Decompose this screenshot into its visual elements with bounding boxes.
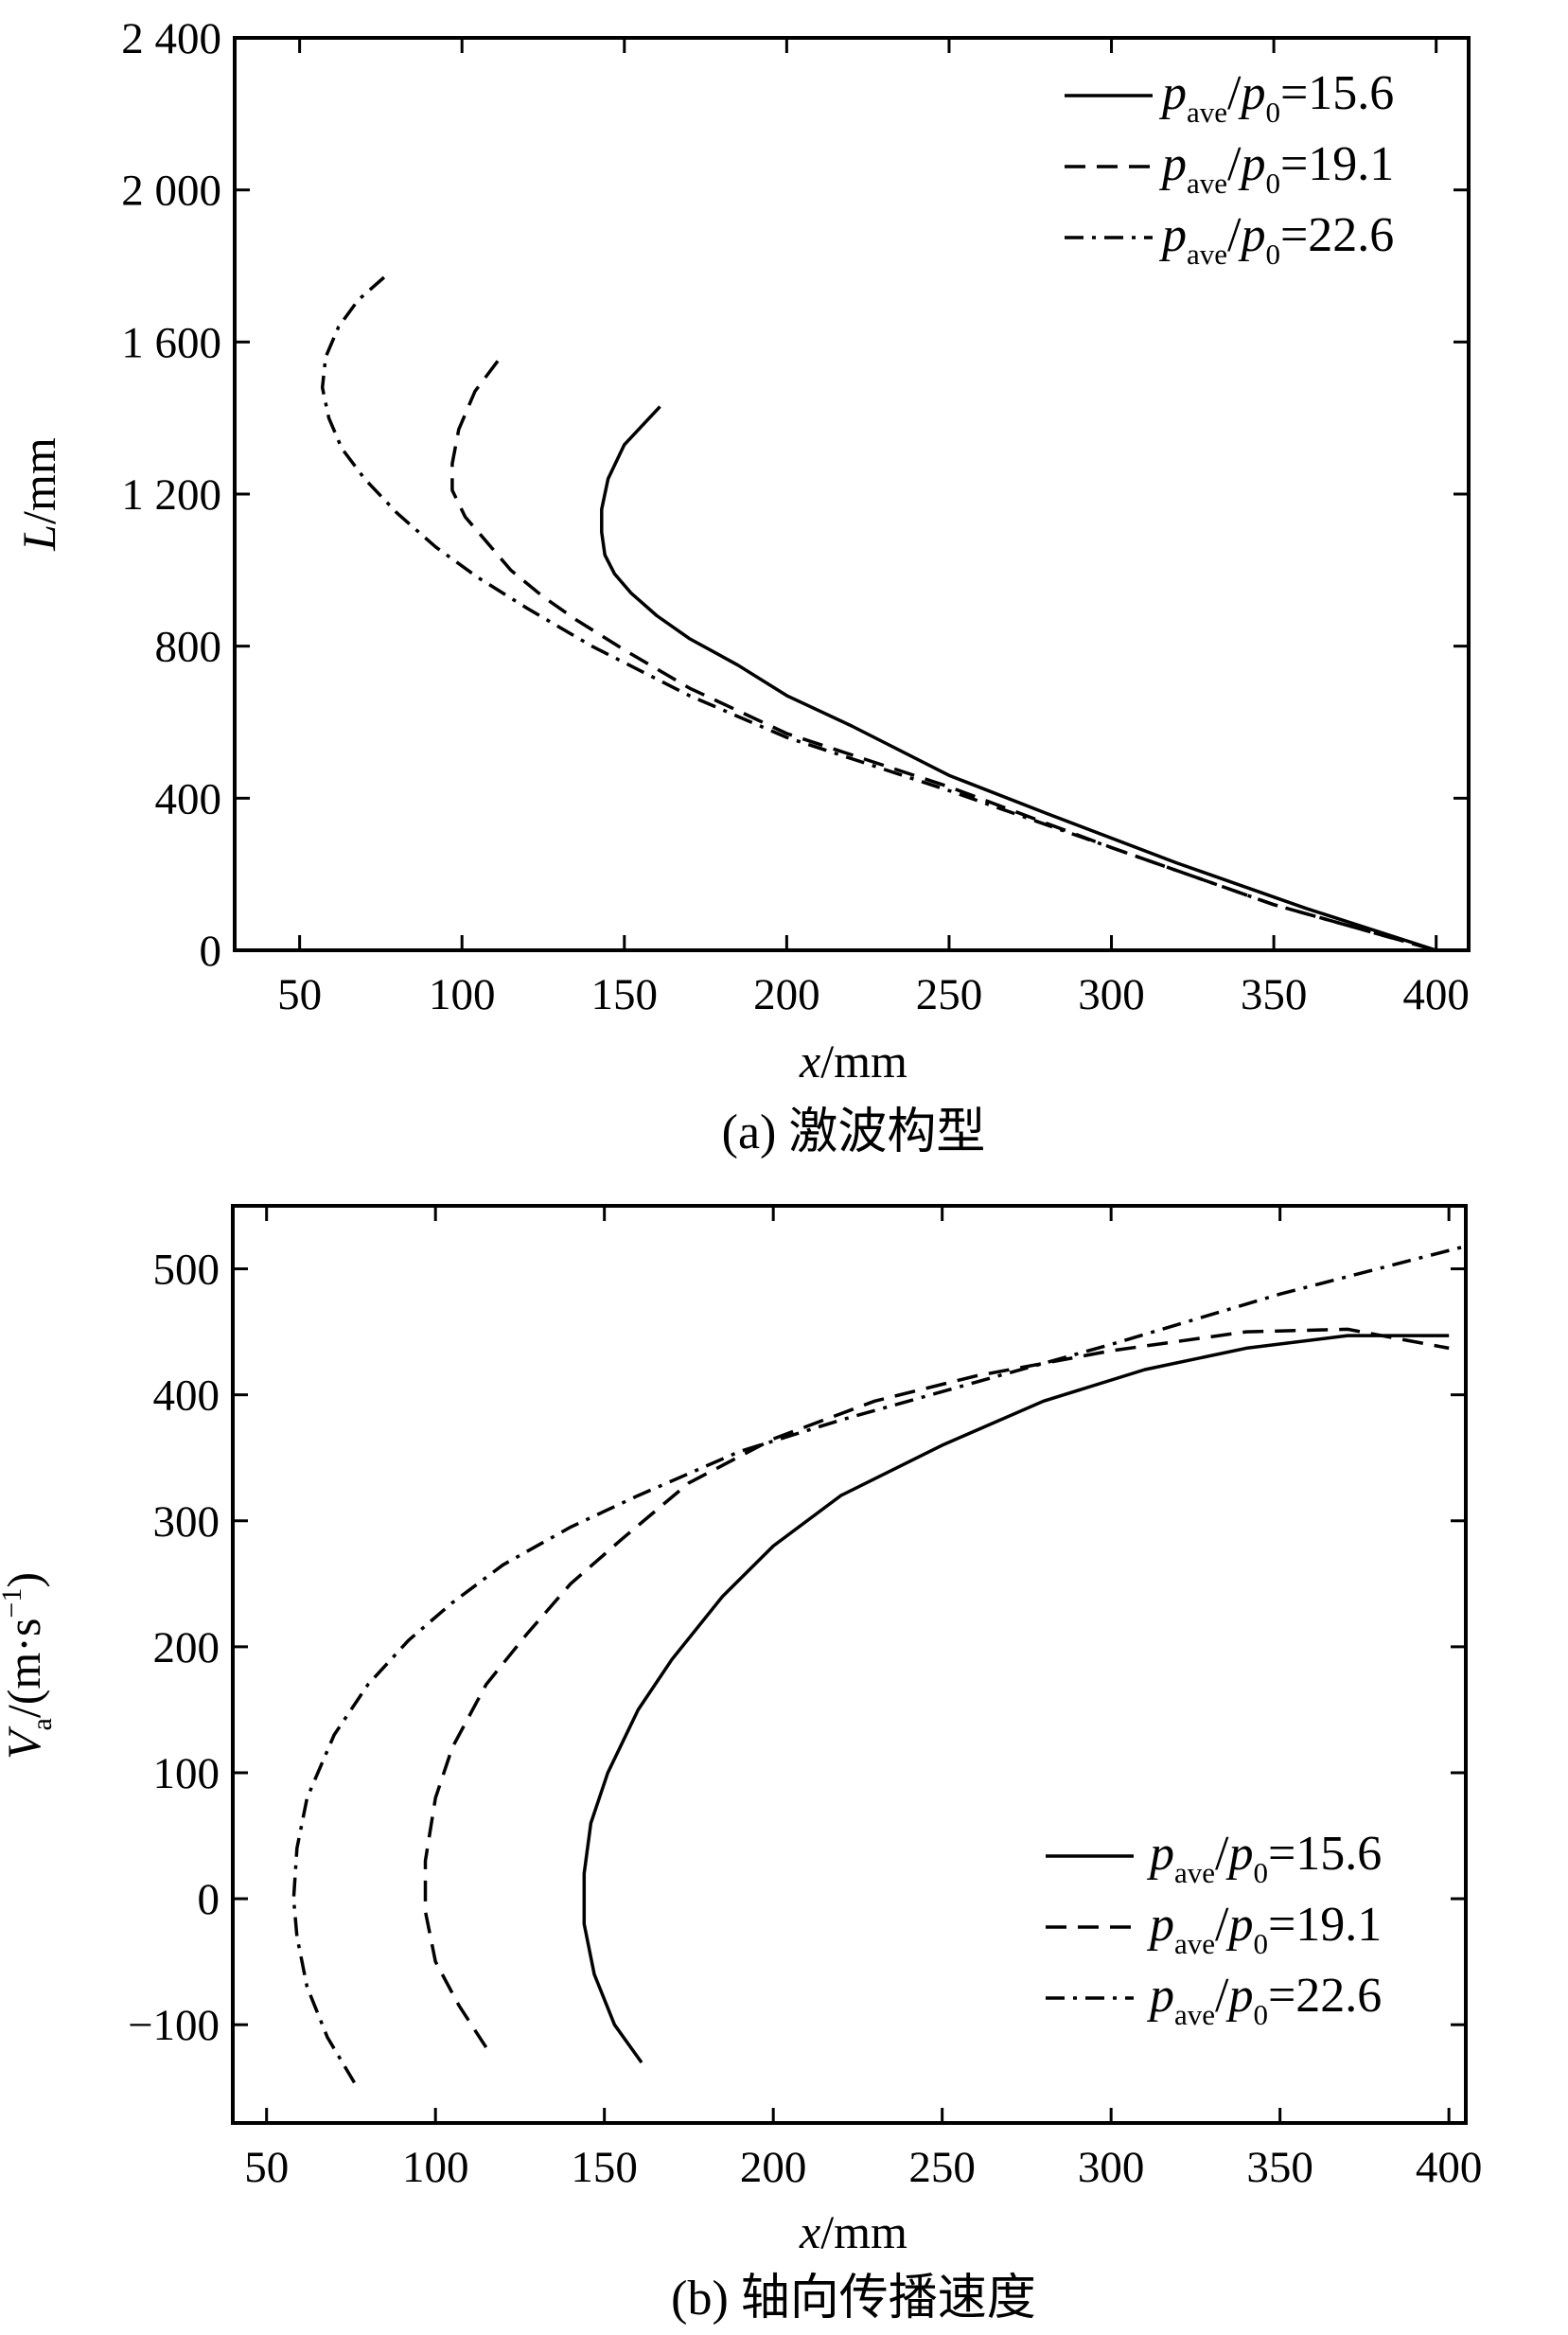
x-axis-title: x/mm <box>799 1035 907 1088</box>
legend-label: pave/p0=15.6 <box>1158 66 1394 129</box>
y-tick-label: 500 <box>153 1246 220 1295</box>
figure-caption: (a) 激波构型 <box>722 1106 986 1159</box>
x-axis-title: x/mm <box>799 2205 907 2258</box>
x-tick-label: 350 <box>1241 970 1308 1019</box>
y-tick-label: 200 <box>153 1623 220 1672</box>
x-tick-label: 100 <box>402 2143 469 2192</box>
x-tick-label: 250 <box>908 2143 976 2192</box>
y-tick-label: 800 <box>155 623 222 672</box>
y-tick-label: 400 <box>153 1371 220 1421</box>
legend-label: pave/p0=19.1 <box>1158 137 1394 200</box>
x-tick-label: 150 <box>591 970 659 1019</box>
y-tick-label: −100 <box>128 2001 220 2050</box>
legend-label: pave/p0=22.6 <box>1158 208 1394 271</box>
y-tick-label: 100 <box>153 1749 220 1798</box>
x-tick-label: 150 <box>571 2143 638 2192</box>
x-tick-label: 250 <box>916 970 983 1019</box>
y-tick-label: 300 <box>153 1497 220 1547</box>
legend-label: pave/p0=19.1 <box>1146 1898 1382 1960</box>
x-tick-label: 350 <box>1246 2143 1313 2192</box>
series-line-a-dashed <box>450 360 1437 950</box>
y-tick-label: 0 <box>198 1875 220 1924</box>
x-tick-label: 300 <box>1078 970 1145 1019</box>
x-tick-label: 100 <box>429 970 496 1019</box>
chart-b: 50 100 150 200 250 300 350 400 −100 0 100 200 300 400… <box>0 1204 1483 2326</box>
x-tick-label: 50 <box>244 2143 289 2192</box>
x-tick-label: 400 <box>1416 2143 1483 2192</box>
y-tick-label: 0 <box>200 927 222 976</box>
y-tick-label: 1 200 <box>121 470 221 520</box>
y-tick-label: 400 <box>155 774 222 823</box>
series-line-b-dashdot <box>291 1244 1466 2084</box>
y-tick-label: 2 000 <box>121 167 221 216</box>
y-tick-label: 2 400 <box>121 14 221 63</box>
figure-caption: (b) 轴向传播速度 <box>671 2272 1036 2326</box>
series-line-a-dashdot <box>320 275 1437 950</box>
legend-label: pave/p0=15.6 <box>1146 1827 1382 1889</box>
x-tick-label: 400 <box>1402 970 1470 1019</box>
y-axis-title: Va/(m·s−1) <box>0 1572 58 1760</box>
legend-label: pave/p0=22.6 <box>1146 1969 1382 2031</box>
x-tick-label: 200 <box>753 970 820 1019</box>
y-tick-label: 1 600 <box>121 318 221 367</box>
series-line-b-solid <box>582 1334 1450 2064</box>
y-axis-title: L/mm <box>12 437 65 552</box>
series-line-b-dashed <box>423 1327 1450 2049</box>
x-tick-label: 200 <box>740 2143 807 2192</box>
chart-a: 50 100 150 200 250 300 350 400 0 400 800 1 200 1 600… <box>12 14 1471 1159</box>
plot-frame-b <box>231 1204 1468 2125</box>
legend: pave/p0=15.6 pave/p0=19.1 pave/p0=22.6 <box>1065 66 1394 271</box>
series-line-a-solid <box>600 405 1437 950</box>
legend: pave/p0=15.6 pave/p0=19.1 pave/p0=22.6 <box>1046 1827 1382 2031</box>
x-tick-label: 300 <box>1078 2143 1145 2192</box>
x-tick-label: 50 <box>277 970 322 1019</box>
